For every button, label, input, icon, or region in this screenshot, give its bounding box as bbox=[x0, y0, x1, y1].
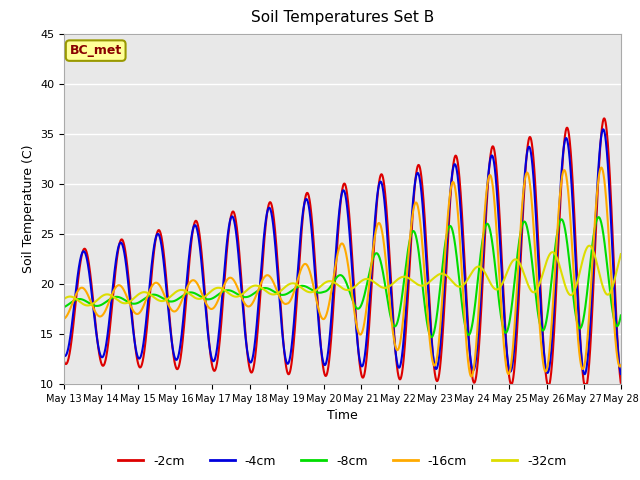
-16cm bbox=[274, 289, 282, 295]
-16cm bbox=[124, 295, 131, 301]
Line: -8cm: -8cm bbox=[64, 217, 621, 337]
-8cm bbox=[595, 214, 602, 220]
-8cm bbox=[157, 294, 164, 300]
-4cm bbox=[580, 372, 588, 377]
-2cm bbox=[546, 378, 554, 384]
-2cm bbox=[124, 265, 131, 271]
-4cm bbox=[274, 270, 282, 276]
-2cm bbox=[274, 258, 282, 264]
Line: -2cm: -2cm bbox=[64, 119, 621, 384]
Legend: -2cm, -4cm, -8cm, -16cm, -32cm: -2cm, -4cm, -8cm, -16cm, -32cm bbox=[113, 450, 572, 473]
-4cm bbox=[617, 371, 625, 377]
-4cm bbox=[546, 361, 554, 367]
-16cm bbox=[157, 284, 164, 290]
-4cm bbox=[298, 220, 305, 226]
-4cm bbox=[60, 352, 68, 358]
-32cm bbox=[586, 243, 593, 249]
-4cm bbox=[606, 203, 614, 209]
-32cm bbox=[60, 296, 68, 302]
-16cm bbox=[60, 316, 68, 322]
-32cm bbox=[617, 251, 625, 257]
-8cm bbox=[124, 299, 131, 304]
Y-axis label: Soil Temperature (C): Soil Temperature (C) bbox=[22, 144, 35, 273]
-8cm bbox=[274, 291, 282, 297]
-32cm bbox=[84, 302, 92, 308]
-2cm bbox=[157, 230, 164, 236]
-4cm bbox=[157, 237, 164, 243]
-16cm bbox=[598, 165, 605, 170]
Text: BC_met: BC_met bbox=[70, 44, 122, 57]
Line: -32cm: -32cm bbox=[64, 246, 621, 305]
-32cm bbox=[124, 300, 132, 306]
-8cm bbox=[428, 334, 435, 340]
-8cm bbox=[606, 290, 614, 296]
Line: -16cm: -16cm bbox=[64, 168, 621, 376]
-4cm bbox=[599, 126, 607, 132]
-32cm bbox=[298, 285, 306, 291]
-16cm bbox=[298, 265, 305, 271]
-2cm bbox=[600, 116, 608, 121]
-16cm bbox=[546, 341, 554, 347]
-32cm bbox=[606, 289, 614, 295]
-2cm bbox=[606, 180, 614, 186]
Title: Soil Temperatures Set B: Soil Temperatures Set B bbox=[251, 11, 434, 25]
-16cm bbox=[617, 362, 625, 368]
-2cm bbox=[60, 359, 68, 364]
-16cm bbox=[467, 373, 475, 379]
X-axis label: Time: Time bbox=[327, 409, 358, 422]
-32cm bbox=[546, 251, 554, 257]
-32cm bbox=[274, 290, 282, 296]
-2cm bbox=[617, 380, 625, 385]
-8cm bbox=[60, 304, 68, 310]
-8cm bbox=[546, 291, 554, 297]
-32cm bbox=[157, 298, 164, 304]
-2cm bbox=[507, 381, 515, 387]
-8cm bbox=[298, 283, 305, 288]
-16cm bbox=[606, 258, 614, 264]
-4cm bbox=[124, 274, 131, 279]
Line: -4cm: -4cm bbox=[64, 129, 621, 374]
-8cm bbox=[617, 312, 625, 318]
-2cm bbox=[298, 228, 305, 233]
